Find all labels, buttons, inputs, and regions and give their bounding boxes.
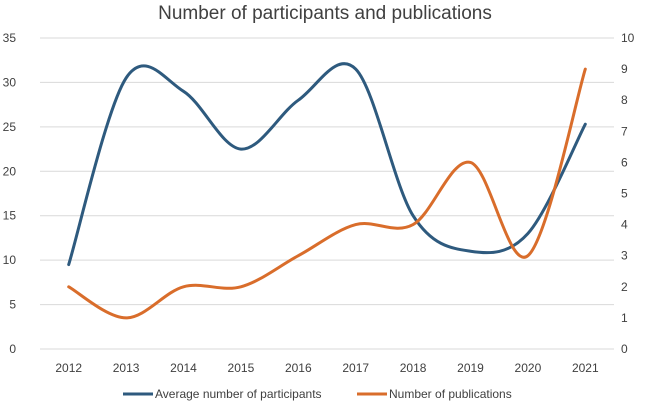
right-tick-label: 6	[621, 155, 628, 169]
right-tick-label: 5	[621, 187, 628, 201]
x-tick-label: 2020	[515, 361, 542, 375]
right-tick-label: 2	[621, 280, 628, 294]
legend: Average number of participants Number of …	[123, 387, 512, 401]
right-axis-ticks: 0 1 2 3 4 5 6 7 8 9 10	[621, 31, 635, 356]
series-lines	[67, 62, 587, 320]
gridlines	[40, 37, 614, 350]
left-tick-label: 15	[3, 209, 17, 223]
x-tick-label: 2014	[170, 361, 197, 375]
right-tick-label: 0	[621, 342, 628, 356]
left-tick-label: 5	[9, 298, 16, 312]
left-tick-label: 10	[3, 253, 17, 267]
left-tick-label: 20	[3, 164, 17, 178]
left-tick-label: 0	[9, 342, 16, 356]
chart-title: Number of participants and publications	[158, 3, 492, 24]
x-axis-ticks: 2012 2013 2014 2015 2016 2017 2018 2019 2020 2021	[55, 361, 599, 375]
x-tick-label: 2013	[113, 361, 140, 375]
x-tick-label: 2017	[342, 361, 369, 375]
left-tick-label: 35	[3, 31, 17, 45]
x-tick-label: 2016	[285, 361, 312, 375]
x-tick-label: 2012	[55, 361, 82, 375]
legend-label: Number of publications	[389, 387, 512, 401]
left-tick-label: 30	[3, 75, 17, 89]
right-tick-label: 8	[621, 93, 628, 107]
x-tick-label: 2019	[457, 361, 484, 375]
left-axis-ticks: 0 5 10 15 20 25 30 35	[3, 31, 17, 356]
x-tick-label: 2015	[228, 361, 255, 375]
right-tick-label: 9	[621, 62, 628, 76]
legend-label: Average number of participants	[155, 387, 322, 401]
right-tick-label: 3	[621, 249, 628, 263]
left-tick-label: 25	[3, 120, 17, 134]
right-tick-label: 1	[621, 311, 628, 325]
right-tick-label: 7	[621, 124, 628, 138]
right-tick-label: 4	[621, 218, 628, 232]
series-line-0	[67, 62, 587, 267]
x-tick-label: 2021	[572, 361, 599, 375]
x-tick-label: 2018	[400, 361, 427, 375]
right-tick-label: 10	[621, 31, 635, 45]
series-line-1	[67, 67, 587, 320]
